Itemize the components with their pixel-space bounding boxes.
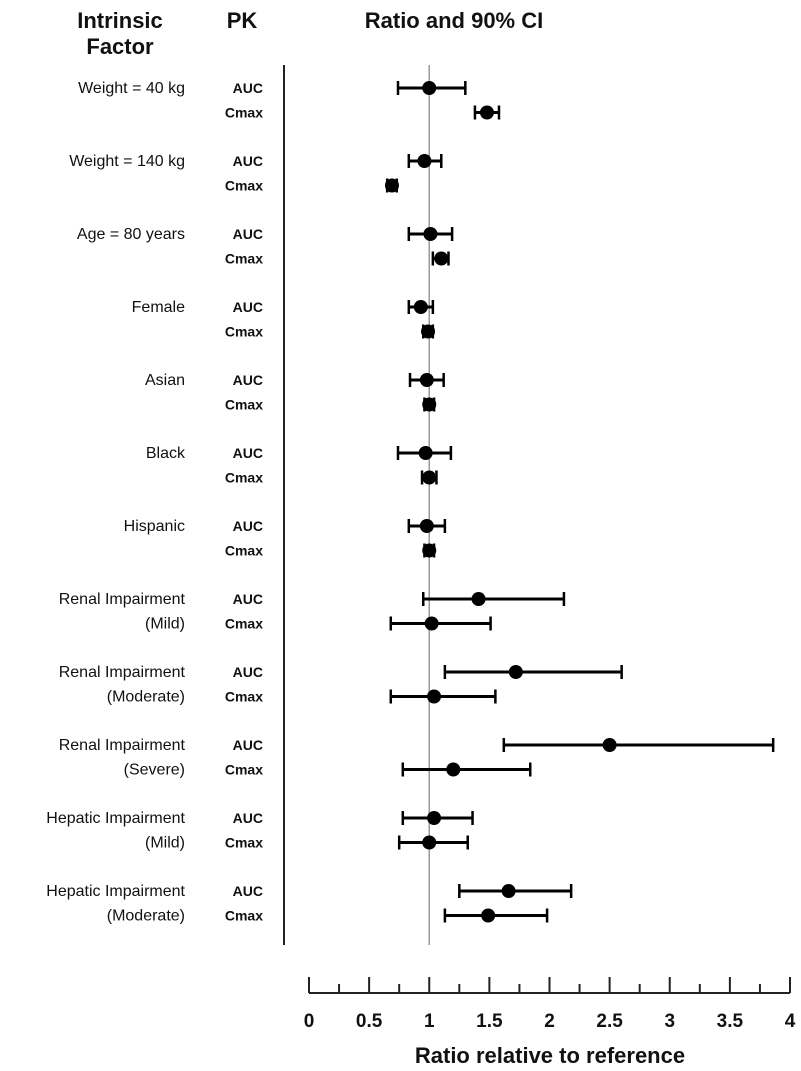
header-factor-line1: Intrinsic — [77, 8, 163, 33]
pk-label: AUC — [233, 80, 263, 96]
pk-label: AUC — [233, 372, 263, 388]
ratio-point — [422, 470, 437, 485]
ratio-point — [418, 446, 433, 460]
factor-label: (Mild) — [145, 835, 185, 852]
factor-labels: Weight = 40 kg Weight = 140 kg Age = 80 ye… — [46, 80, 186, 925]
tick-label: 0.5 — [356, 1011, 383, 1032]
factor-label: Age = 80 years — [77, 226, 185, 243]
ratio-point — [427, 811, 442, 825]
x-axis-tick-labels: 0 0.5 1 1.5 2 2.5 3 3.5 4 — [304, 1011, 796, 1032]
ratio-point — [421, 324, 436, 339]
factor-label: (Moderate) — [107, 908, 185, 925]
x-axis-ticks — [308, 977, 791, 993]
factor-label: Hispanic — [124, 518, 185, 535]
tick-label: 4 — [785, 1011, 796, 1032]
ratio-point — [384, 178, 399, 193]
factor-label: Black — [146, 445, 186, 462]
factor-label: Renal Impairment — [59, 737, 186, 754]
pk-label: AUC — [233, 518, 263, 534]
factor-label: Weight = 140 kg — [69, 153, 185, 170]
pk-label: Cmax — [225, 835, 263, 851]
tick-label: 3 — [664, 1011, 675, 1032]
header-pk: PK — [227, 8, 258, 33]
ratio-point — [481, 908, 496, 923]
error-bars — [385, 81, 775, 923]
ratio-point — [424, 616, 439, 631]
factor-label: (Mild) — [145, 616, 185, 633]
ratio-point — [422, 81, 437, 95]
ratio-point — [479, 105, 494, 120]
factor-label: Female — [132, 299, 185, 316]
pk-label: Cmax — [225, 908, 263, 924]
ratio-point — [434, 251, 449, 266]
pk-label: AUC — [233, 664, 263, 680]
x-axis-label: Ratio relative to reference — [415, 1043, 685, 1068]
ratio-point — [413, 300, 428, 314]
ratio-point — [501, 884, 516, 898]
ratio-point — [446, 762, 461, 777]
header-ratio-ci: Ratio and 90% CI — [365, 8, 543, 33]
tick-label: 2 — [544, 1011, 555, 1032]
pk-label: AUC — [233, 810, 263, 826]
pk-label: AUC — [233, 737, 263, 753]
factor-label: (Severe) — [124, 762, 185, 779]
ratio-point — [422, 835, 437, 850]
pk-label: Cmax — [225, 397, 263, 413]
pk-label: Cmax — [225, 105, 263, 121]
point-estimates — [384, 81, 617, 923]
tick-label: 2.5 — [596, 1011, 623, 1032]
factor-label: Renal Impairment — [59, 664, 186, 681]
pk-label: Cmax — [225, 470, 263, 486]
ratio-point — [422, 543, 437, 558]
ratio-point — [471, 592, 486, 606]
factor-label: (Moderate) — [107, 689, 185, 706]
factor-label: Weight = 40 kg — [78, 80, 185, 97]
ratio-point — [422, 397, 437, 412]
ratio-point — [419, 519, 434, 533]
pk-label: Cmax — [225, 178, 263, 194]
factor-label: Hepatic Impairment — [46, 810, 185, 827]
tick-label: 0 — [304, 1011, 315, 1032]
pk-label: Cmax — [225, 762, 263, 778]
ratio-point — [602, 738, 617, 752]
header-factor-line2: Factor — [86, 34, 154, 59]
pk-label: AUC — [233, 153, 263, 169]
ratio-point — [417, 154, 432, 168]
pk-label: Cmax — [225, 324, 263, 340]
pk-label: AUC — [233, 226, 263, 242]
pk-label: AUC — [233, 591, 263, 607]
ratio-point — [419, 373, 434, 387]
tick-label: 1.5 — [476, 1011, 503, 1032]
factor-label: Asian — [145, 372, 185, 389]
pk-label: AUC — [233, 299, 263, 315]
tick-label: 1 — [424, 1011, 435, 1032]
ratio-point — [423, 227, 438, 241]
ratio-point — [508, 665, 523, 679]
pk-label: Cmax — [225, 616, 263, 632]
pk-label: Cmax — [225, 251, 263, 267]
ratio-point — [427, 689, 442, 704]
factor-label: Renal Impairment — [59, 591, 186, 608]
pk-label: AUC — [233, 445, 263, 461]
pk-labels: AUC Cmax AUC Cmax AUC Cmax AUC Cmax AUC Cmax AUC Cm… — [225, 80, 263, 924]
pk-label: Cmax — [225, 543, 263, 559]
tick-label: 3.5 — [717, 1011, 744, 1032]
pk-label: AUC — [233, 883, 263, 899]
factor-label: Hepatic Impairment — [46, 883, 185, 900]
pk-label: Cmax — [225, 689, 263, 705]
